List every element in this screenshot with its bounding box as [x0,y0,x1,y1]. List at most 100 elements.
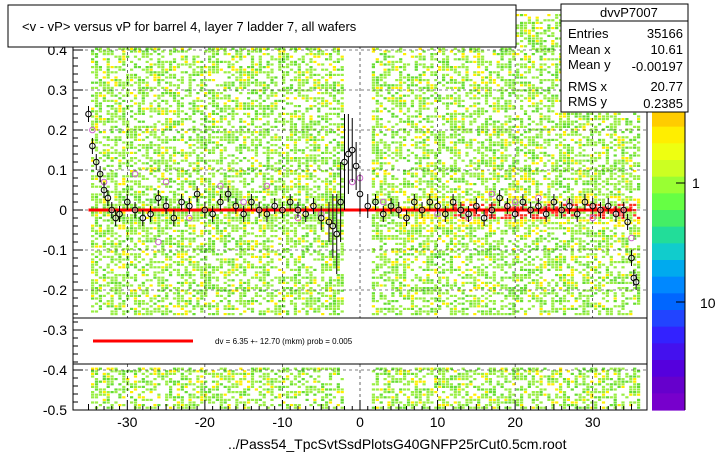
density-cell [239,240,243,243]
density-cell [110,128,114,131]
density-cell [336,305,340,308]
density-cell [305,393,309,396]
density-cell [208,89,212,92]
density-cell [215,112,219,115]
density-cell [180,229,184,232]
density-cell [110,235,114,238]
density-cell [305,281,309,284]
density-cell [239,50,243,53]
density-cell [172,190,177,193]
density-cell [153,47,157,50]
density-cell [137,50,141,53]
density-cell [149,203,153,206]
density-cell [258,71,262,74]
density-cell [270,297,274,300]
density-cell [149,68,153,71]
density-cell [172,123,177,126]
density-cell [114,190,118,193]
density-cell [305,159,309,162]
density-cell [293,375,297,378]
density-cell [313,138,317,141]
density-cell [274,94,278,97]
density-cell [219,372,223,375]
density-cell [157,177,161,180]
density-cell [215,131,219,134]
density-cell [297,138,301,141]
density-cell [157,250,161,253]
density-cell [196,248,200,251]
density-cell [235,55,239,58]
density-cell [200,105,204,108]
density-cell [247,128,251,131]
density-cell [145,125,149,128]
density-cell [371,229,375,232]
density-cell [145,157,149,160]
density-cell [231,190,235,193]
density-cell [262,242,266,245]
density-cell [301,73,305,76]
density-cell [286,310,290,313]
density-cell [282,120,286,123]
density-cell [321,180,325,183]
density-cell [274,92,278,95]
density-cell [145,149,149,152]
density-cell [266,263,270,266]
density-cell [161,253,165,256]
density-cell [297,297,301,300]
density-cell [219,118,223,121]
density-cell [141,94,145,97]
density-cell [165,162,169,165]
density-cell [176,274,180,277]
density-cell [305,232,309,235]
density-cell [141,302,145,305]
density-cell [106,305,110,308]
density-cell [336,47,340,50]
density-cell [118,55,122,58]
density-cell [274,229,278,232]
density-cell [106,164,110,167]
density-cell [157,154,161,157]
density-cell [336,164,340,167]
density-cell [262,115,266,118]
density-cell [321,125,325,128]
density-cell [258,266,262,269]
density-cell [239,287,243,290]
density-cell [336,175,340,178]
density-cell [157,107,161,110]
density-cell [157,289,161,292]
density-cell [293,232,297,235]
density-cell [110,261,114,264]
density-cell [289,224,294,227]
density-cell [118,151,122,154]
density-cell [340,401,344,404]
density-cell [328,76,333,79]
density-cell [305,167,309,170]
density-cell [321,157,325,160]
density-cell [114,310,118,313]
density-cell [211,196,216,199]
density-cell [325,240,329,243]
density-cell [301,185,305,188]
density-cell [106,206,110,209]
density-cell [184,302,188,305]
density-cell [126,263,130,266]
density-cell [204,162,208,165]
density-cell [340,224,344,227]
density-cell [161,378,165,381]
density-cell [235,287,239,290]
density-cell [270,245,274,248]
density-cell [270,157,274,160]
density-cell [98,50,102,53]
density-cell [172,162,177,165]
density-cell [184,206,188,209]
density-cell [172,97,177,100]
density-cell [184,404,188,407]
density-cell [196,99,200,102]
density-cell [176,110,180,113]
density-cell [231,58,235,61]
density-cell [254,370,258,373]
density-cell [157,294,161,297]
density-cell [317,50,321,53]
density-cell [137,66,141,69]
density-cell [184,281,188,284]
